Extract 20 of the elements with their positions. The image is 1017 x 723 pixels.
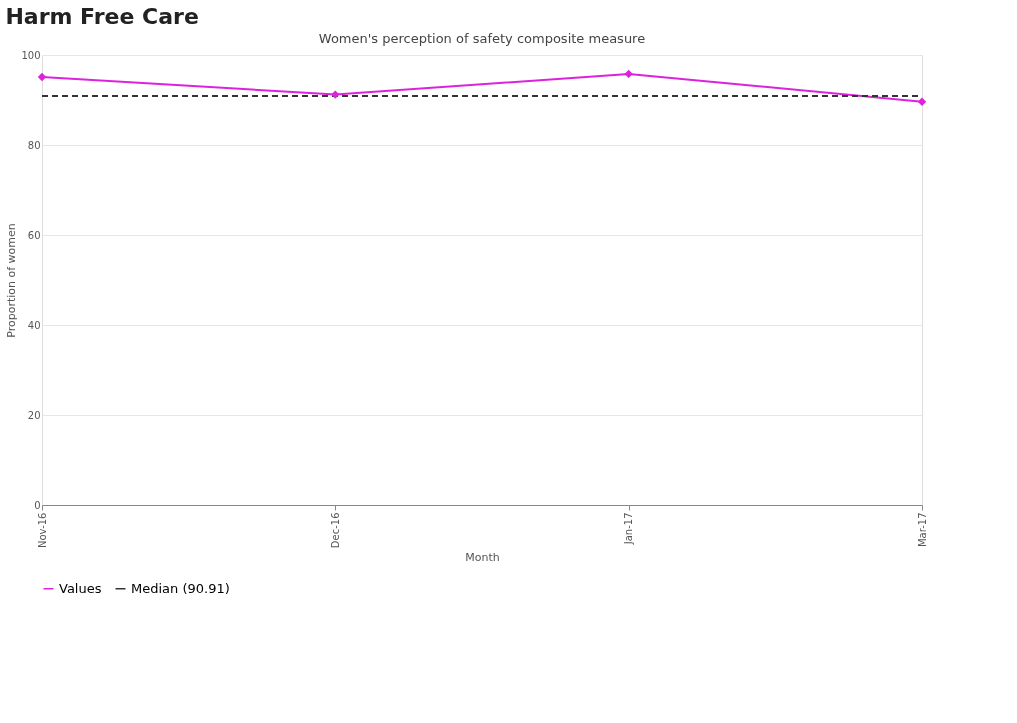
chart-subtitle: Women's perception of safety composite measure [318,31,646,46]
y-tick-label: 40 [27,319,41,331]
x-tick-label: Mar-17 [916,512,928,548]
point [624,69,633,79]
x-tick-label: Dec-16 [329,512,341,549]
y-tick-label: 100 [21,49,41,61]
x-tick-label: Jan-17 [623,512,635,546]
y-tick-label: 0 [34,499,41,511]
y-tick-label: 20 [27,409,41,421]
x-tick-label: Nov-16 [36,512,48,549]
y-axis-title: Proportion of women [5,223,19,338]
point [917,97,927,106]
point [37,72,47,82]
y-tick-label: 80 [27,139,41,151]
chart-title: Harm Free Care [5,3,199,29]
legend-label: Values [59,580,102,596]
legend-label: Median (90.91) [131,580,230,596]
point [331,90,340,99]
x-axis-title: Month [465,551,500,565]
y-tick-label: 60 [27,229,41,241]
